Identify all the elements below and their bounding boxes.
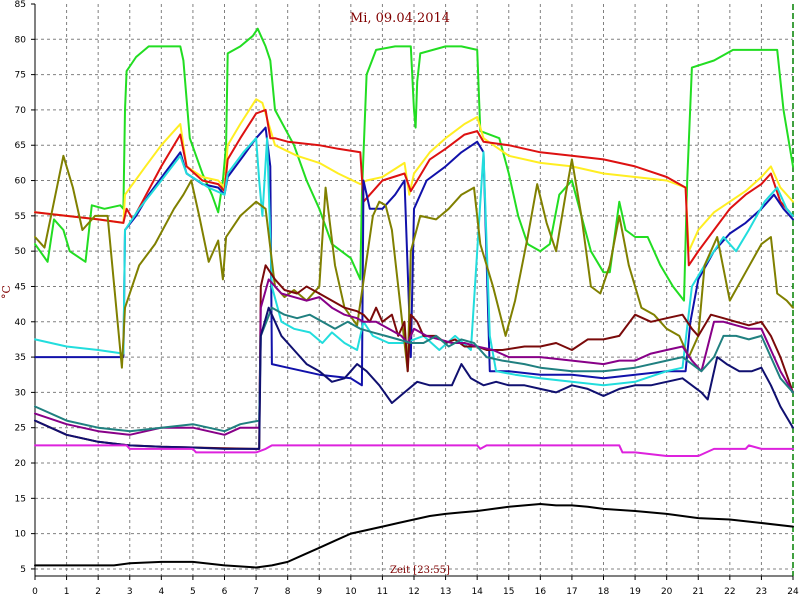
y-tick-label: 60 xyxy=(15,177,27,187)
y-tick-label: 45 xyxy=(15,282,26,292)
x-tick-label: 17 xyxy=(566,587,577,597)
series-lines xyxy=(34,27,794,569)
y-tick-label: 55 xyxy=(15,212,26,222)
y-tick-label: 75 xyxy=(15,71,26,81)
series-line-9 xyxy=(34,306,794,433)
series-line-12 xyxy=(34,503,794,569)
tick-labels: 0 1 2 3 4 5 6 7 8 9 10 11 12 13 14 15 16 17 18 19 20 21 22 23 24… xyxy=(15,0,799,597)
x-tick-label: 16 xyxy=(535,587,547,597)
x-tick-label: 14 xyxy=(471,587,483,597)
x-tick-label: 7 xyxy=(253,587,259,597)
y-tick-label: 40 xyxy=(15,318,27,328)
y-tick-label: 15 xyxy=(15,494,26,504)
y-axis-label: °C xyxy=(0,285,13,299)
x-tick-label: 10 xyxy=(345,587,357,597)
y-tick-label: 85 xyxy=(15,0,26,10)
y-tick-label: 65 xyxy=(15,141,26,151)
series-line-6 xyxy=(34,154,794,373)
x-tick-label: 22 xyxy=(724,587,735,597)
x-tick-label: 3 xyxy=(127,587,133,597)
x-tick-label: 2 xyxy=(95,587,101,597)
series-line-10 xyxy=(34,306,794,450)
x-tick-label: 13 xyxy=(440,587,451,597)
x-axis-label: Zeit [23:55] xyxy=(390,565,450,576)
series-line-7 xyxy=(34,264,794,450)
series-line-1 xyxy=(34,27,794,302)
chart-title: Mi, 09.04.2014 xyxy=(350,11,450,26)
x-tick-label: 23 xyxy=(756,587,767,597)
y-tick-label: 20 xyxy=(15,459,27,469)
x-tick-label: 5 xyxy=(190,587,196,597)
x-tick-label: 6 xyxy=(222,587,228,597)
y-tick-label: 25 xyxy=(15,424,26,434)
x-tick-label: 12 xyxy=(408,587,419,597)
x-tick-label: 1 xyxy=(64,587,70,597)
x-tick-label: 15 xyxy=(503,587,514,597)
series-line-11 xyxy=(34,444,794,457)
y-tick-label: 50 xyxy=(15,247,27,257)
x-tick-label: 18 xyxy=(598,587,610,597)
series-line-3 xyxy=(34,108,794,267)
x-tick-label: 11 xyxy=(377,587,388,597)
x-tick-label: 9 xyxy=(316,587,322,597)
series-line-5 xyxy=(34,137,794,387)
x-tick-label: 4 xyxy=(158,587,164,597)
y-tick-label: 70 xyxy=(15,106,27,116)
y-tick-label: 35 xyxy=(15,353,26,363)
x-tick-label: 0 xyxy=(32,587,38,597)
y-tick-label: 10 xyxy=(15,530,27,540)
y-tick-label: 30 xyxy=(15,388,27,398)
y-tick-label: 80 xyxy=(15,35,27,45)
x-tick-label: 24 xyxy=(787,587,799,597)
x-tick-label: 21 xyxy=(693,587,704,597)
x-tick-label: 19 xyxy=(629,587,641,597)
y-tick-label: 5 xyxy=(20,565,26,575)
x-tick-label: 20 xyxy=(661,587,673,597)
x-tick-label: 8 xyxy=(285,587,291,597)
